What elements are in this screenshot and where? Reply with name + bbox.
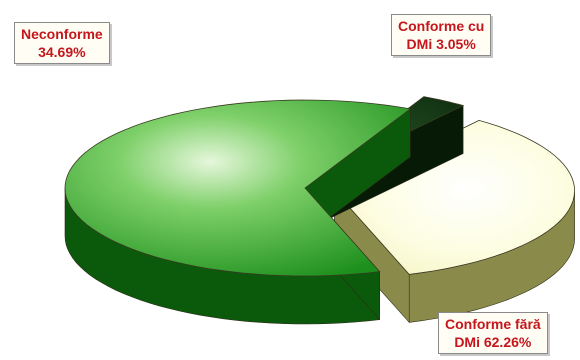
slice-label-conforme-fara: Conforme fără DMi 62.26% <box>438 312 548 354</box>
slice-label-neconforme-line1: Neconforme <box>21 26 103 42</box>
slice-label-conforme-cu-line1: Conforme cu <box>398 18 485 34</box>
slice-label-conforme-cu-line2: DMi 3.05% <box>406 36 476 52</box>
pie-slice-conforme-fara <box>64 99 412 325</box>
slice-label-conforme-fara-line1: Conforme fără <box>445 316 541 332</box>
slice-label-conforme-fara-line2: DMi 62.26% <box>454 334 532 350</box>
slice-label-conforme-cu: Conforme cu DMi 3.05% <box>391 14 492 56</box>
slice-label-neconforme-line2: 34.69% <box>38 44 86 60</box>
slice-label-neconforme: Neconforme 34.69% <box>14 22 110 64</box>
